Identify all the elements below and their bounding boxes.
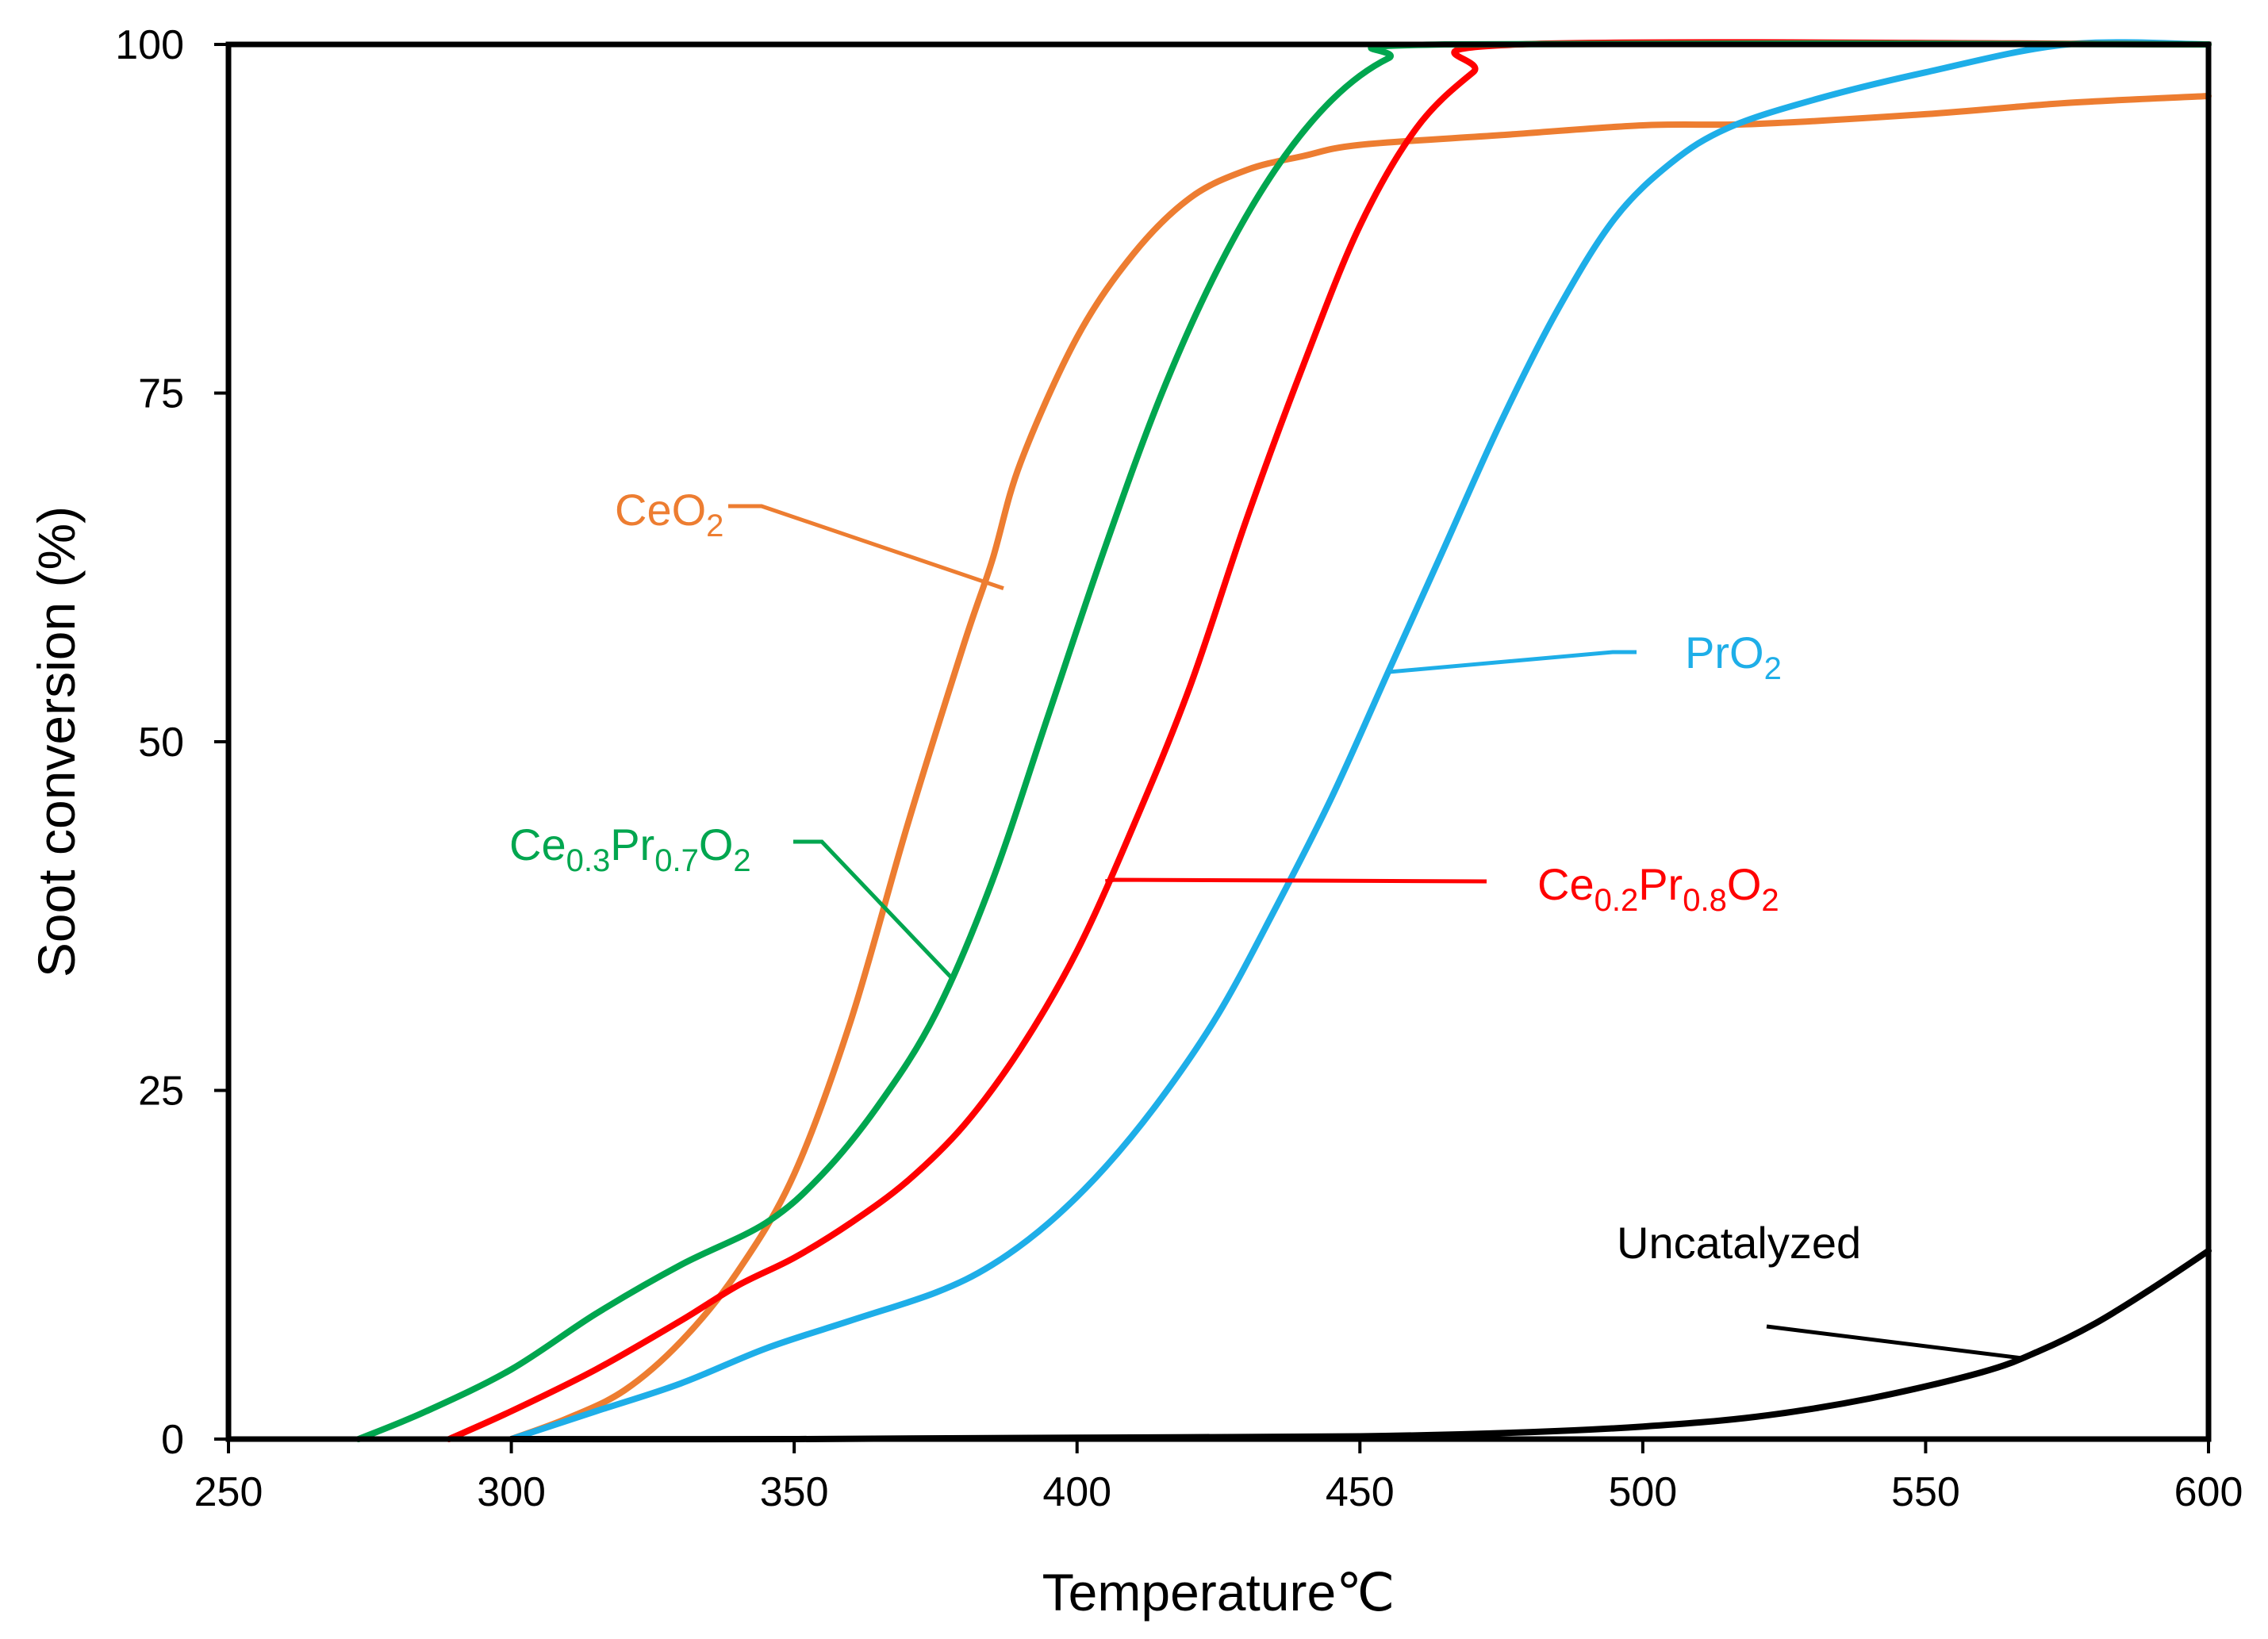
leader-layer (728, 504, 2023, 1361)
leader-line-1 (793, 839, 954, 981)
series-label-ceo2: CeO2 (615, 485, 723, 543)
y-tick-label: 50 (138, 720, 184, 766)
x-tick-label: 600 (2174, 1469, 2243, 1515)
x-tick-label: 500 (1608, 1469, 1677, 1515)
x-tick-label: 400 (1042, 1469, 1111, 1515)
y-tick-label: 75 (138, 371, 184, 417)
leader-line-2 (1105, 877, 1487, 884)
x-tick-label: 250 (194, 1469, 263, 1515)
series-label-pro2: PrO2 (1685, 628, 1782, 686)
leader-line-0 (728, 504, 1004, 590)
x-tick-label: 350 (760, 1469, 829, 1515)
series-line-2 (446, 39, 2212, 1442)
series-label-ce03pr07o2: Ce0.3Pr0.7O2 (509, 820, 751, 878)
x-tick-label: 450 (1326, 1469, 1395, 1515)
x-tick-label: 550 (1891, 1469, 1960, 1515)
y-tick-label: 100 (115, 22, 184, 68)
y-tick-label: 0 (161, 1417, 184, 1463)
series-label-ce02pr08o2: Ce0.2Pr0.8O2 (1537, 859, 1779, 918)
series-line-4 (508, 1247, 2212, 1443)
series-line-3 (508, 39, 2212, 1442)
y-axis-title: Soot conversion (%) (27, 506, 86, 977)
series-line-1 (355, 40, 2212, 1442)
series-line-0 (508, 93, 2212, 1442)
plot-frame (225, 41, 2212, 1442)
x-tick-label: 300 (477, 1469, 546, 1515)
x-axis-title: Temperature℃ (1042, 1563, 1395, 1622)
y-tick-label: 25 (138, 1069, 184, 1115)
leader-line-4 (1766, 1324, 2023, 1361)
tick-layer: 250 300 350 400 450 500 550 600 0 25 50 75 100 (115, 22, 2243, 1515)
series-label-uncatalyzed: Uncatalyzed (1617, 1218, 1861, 1268)
series-layer (355, 39, 2212, 1443)
leader-line-3 (1387, 650, 1637, 674)
